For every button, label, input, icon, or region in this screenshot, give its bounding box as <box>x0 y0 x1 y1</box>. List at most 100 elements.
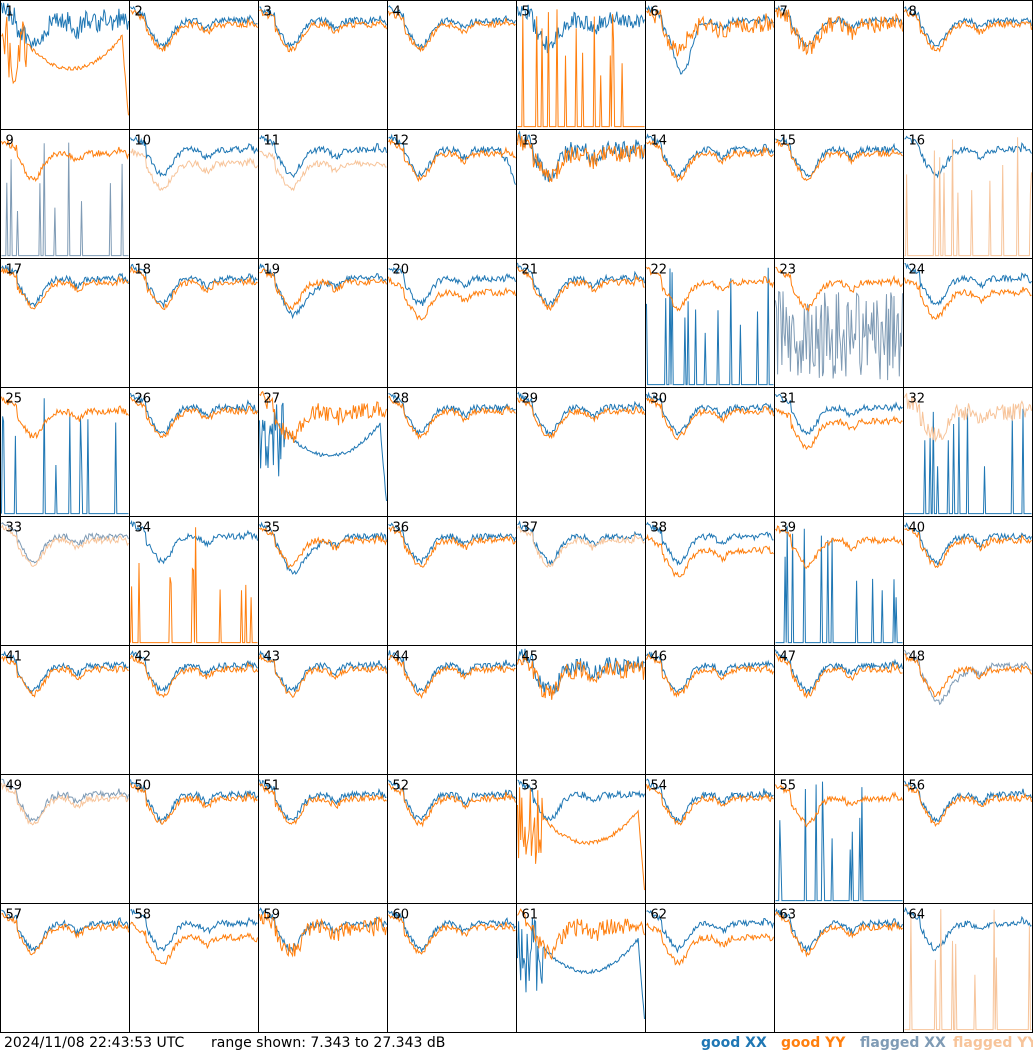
series-yy-good <box>517 133 645 184</box>
series-xx-good <box>1 2 129 50</box>
series-yy-good <box>259 526 387 569</box>
panel-number: 63 <box>780 908 797 923</box>
series-xx-good <box>775 136 903 178</box>
panel-number: 29 <box>522 392 539 407</box>
panel-number: 60 <box>393 908 410 923</box>
series-yy-good <box>904 527 1032 569</box>
series-yy-good <box>904 784 1032 828</box>
panel-11: 11 <box>258 129 388 259</box>
panel-number: 24 <box>909 263 926 278</box>
panel-60: 60 <box>387 903 517 1033</box>
series-yy-good <box>646 8 774 57</box>
panel-53: 53 <box>516 774 646 904</box>
series-yy-flagged <box>1 782 129 826</box>
panel-number: 31 <box>780 392 797 407</box>
panel-number: 34 <box>135 521 152 536</box>
series-yy-good <box>388 654 516 699</box>
series-yy-good <box>646 533 774 578</box>
panel-13: 13 <box>516 129 646 259</box>
panel-17: 17 <box>0 258 130 388</box>
series-yy-good <box>646 784 774 826</box>
series-yy-good <box>388 276 516 321</box>
panel-number: 1 <box>6 5 14 20</box>
panel-frame <box>645 645 775 775</box>
panel-54: 54 <box>645 774 775 904</box>
series-yy-good <box>130 783 258 825</box>
series-yy-good <box>904 653 1032 698</box>
series-xx-good <box>646 133 774 178</box>
series-yy-good <box>517 396 645 440</box>
panel-23: 23 <box>774 258 904 388</box>
series-yy-good <box>130 9 258 53</box>
series-xx-good <box>517 917 645 1020</box>
series-yy-flagged <box>904 392 1032 443</box>
series-yy-good <box>1 139 129 182</box>
panel-number: 37 <box>522 521 539 536</box>
legend-flagged-xx: flagged XX <box>860 1035 946 1051</box>
panel-29: 29 <box>516 387 646 517</box>
panel-number: 27 <box>264 392 281 407</box>
series-yy-good <box>775 525 903 569</box>
series-xx-good <box>388 910 516 953</box>
panel-6: 6 <box>645 0 775 130</box>
panel-frame <box>903 258 1033 388</box>
panel-number: 55 <box>780 779 797 794</box>
legend-flagged-yy: flagged YY <box>953 1035 1033 1051</box>
panel-number: 4 <box>393 5 401 20</box>
series-yy-good <box>259 9 387 53</box>
panel-frame <box>387 129 517 259</box>
series-xx-good <box>130 6 258 49</box>
panel-37: 37 <box>516 516 646 646</box>
panel-frame <box>0 774 130 904</box>
panel-frame <box>0 645 130 775</box>
panel-64: 64 <box>903 903 1033 1033</box>
series-xx-good <box>130 519 258 565</box>
series-yy-good <box>775 138 903 182</box>
panel-frame <box>129 903 259 1033</box>
panel-number: 49 <box>6 779 23 794</box>
panel-number: 61 <box>522 908 539 923</box>
panel-number: 52 <box>393 779 410 794</box>
panel-frame <box>258 516 388 646</box>
panel-10: 10 <box>129 129 259 259</box>
series-xx-good <box>130 908 258 952</box>
panel-number: 56 <box>909 779 926 794</box>
series-xx-good <box>646 4 774 75</box>
panel-12: 12 <box>387 129 517 259</box>
series-yy-good <box>1 267 129 310</box>
panel-18: 18 <box>129 258 259 388</box>
series-xx-good <box>904 263 1032 306</box>
panel-frame <box>129 0 259 130</box>
panel-56: 56 <box>903 774 1033 904</box>
panel-24: 24 <box>903 258 1033 388</box>
panel-48: 48 <box>903 645 1033 775</box>
series-xx-good <box>517 262 645 308</box>
panel-number: 18 <box>135 263 152 278</box>
series-xx-good <box>1 264 129 308</box>
panel-31: 31 <box>774 387 904 517</box>
panel-number: 15 <box>780 134 797 149</box>
panel-number: 19 <box>264 263 281 278</box>
panel-number: 21 <box>522 263 539 278</box>
panel-number: 6 <box>651 5 659 20</box>
panel-61: 61 <box>516 903 646 1033</box>
series-yy-good <box>130 266 258 311</box>
series-xx-good <box>775 781 903 902</box>
panel-number: 39 <box>780 521 797 536</box>
series-xx-flagged <box>1 778 129 823</box>
panel-number: 54 <box>651 779 668 794</box>
series-xx-good <box>775 5 903 48</box>
panel-frame <box>258 0 388 130</box>
panel-number: 17 <box>6 263 23 278</box>
panel-number: 43 <box>264 650 281 665</box>
panel-number: 58 <box>135 908 152 923</box>
panel-46: 46 <box>645 645 775 775</box>
panel-number: 62 <box>651 908 668 923</box>
panel-number: 28 <box>393 392 410 407</box>
panel-number: 12 <box>393 134 410 149</box>
series-xx-good <box>1 398 129 515</box>
panel-frame <box>0 258 130 388</box>
series-yy-good <box>517 654 645 700</box>
panel-number: 11 <box>264 134 281 149</box>
series-yy-good <box>259 911 387 958</box>
